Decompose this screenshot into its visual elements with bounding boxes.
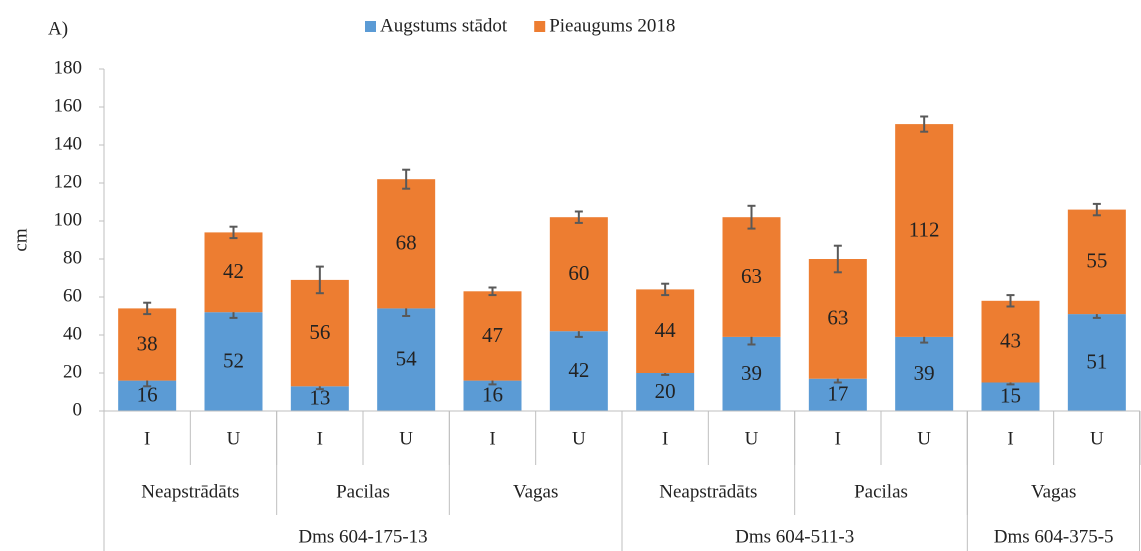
x-tick-label: I	[317, 428, 323, 449]
category-label: Pacilas	[336, 481, 390, 502]
value-label: 17	[827, 382, 848, 406]
value-label: 51	[1086, 349, 1107, 373]
bar-segment	[290, 386, 349, 411]
bar-segment	[549, 331, 608, 411]
value-label: 52	[223, 348, 244, 372]
bar-segment	[981, 300, 1040, 383]
bar-segment	[722, 336, 781, 411]
bar-segment	[204, 312, 263, 411]
x-tick-label: U	[745, 428, 759, 449]
value-label: 43	[1000, 328, 1021, 352]
value-label: 38	[137, 331, 158, 355]
bar-segment	[204, 232, 263, 313]
x-tick-label: I	[144, 428, 150, 449]
bar-segment	[463, 291, 522, 381]
x-tick-label: I	[662, 428, 668, 449]
y-tick-label: 0	[73, 399, 83, 420]
bar-segment	[463, 380, 522, 411]
y-tick-label: 180	[54, 57, 83, 78]
y-tick-label: 80	[63, 247, 82, 268]
x-tick-label: I	[1007, 428, 1013, 449]
y-tick-label: 140	[54, 133, 83, 154]
x-tick-label: U	[399, 428, 413, 449]
category-label: Neapstrādāts	[141, 481, 239, 502]
bar-segment	[722, 217, 781, 337]
value-label: 112	[909, 217, 940, 241]
bar-segment	[895, 336, 954, 411]
value-label: 15	[1000, 384, 1021, 408]
legend-swatch	[534, 21, 546, 32]
legend-label: Augstums stādot	[380, 15, 508, 36]
value-label: 44	[655, 318, 677, 342]
panel-label: A)	[48, 18, 68, 39]
category-label: Pacilas	[854, 481, 908, 502]
bar-segment	[118, 308, 177, 381]
category-label: Dms 604-375-5	[994, 526, 1114, 547]
bar-segment	[808, 378, 867, 411]
category-label: Vagas	[513, 481, 558, 502]
legend-swatch	[365, 21, 376, 32]
category-label: Vagas	[1031, 481, 1076, 502]
value-label: 47	[482, 323, 503, 347]
value-label: 63	[827, 306, 848, 330]
y-tick-label: 100	[54, 209, 83, 230]
y-tick-label: 160	[54, 95, 83, 116]
value-label: 20	[655, 379, 676, 403]
legend-label: Pieaugums 2018	[549, 15, 675, 36]
value-label: 56	[309, 320, 330, 344]
bar-segment	[1067, 209, 1126, 315]
y-tick-label: 60	[63, 285, 82, 306]
value-label: 54	[396, 347, 418, 371]
value-label: 39	[914, 361, 935, 385]
y-axis-label: cm	[10, 228, 31, 251]
value-label: 55	[1086, 249, 1107, 273]
bar-segment	[377, 308, 436, 411]
value-label: 60	[568, 261, 589, 285]
bar-segment	[549, 217, 608, 332]
category-label: Neapstrādāts	[659, 481, 757, 502]
y-tick-label: 20	[63, 361, 82, 382]
y-tick-label: 120	[54, 171, 83, 192]
value-label: 42	[223, 259, 244, 283]
x-tick-label: U	[1090, 428, 1104, 449]
value-label: 16	[482, 383, 503, 407]
value-label: 13	[309, 385, 330, 409]
x-tick-label: I	[835, 428, 841, 449]
bar-segment	[636, 289, 695, 373]
value-label: 68	[396, 231, 417, 255]
y-tick-label: 40	[63, 323, 82, 344]
value-label: 39	[741, 361, 762, 385]
bar-segment	[377, 179, 436, 309]
bar-segment	[1067, 314, 1126, 411]
bar-segment	[290, 279, 349, 387]
category-label: Dms 604-175-13	[298, 526, 427, 547]
bar-segment	[981, 382, 1040, 411]
bar-segment	[808, 259, 867, 379]
x-tick-label: I	[489, 428, 495, 449]
bar-segment	[636, 373, 695, 411]
x-tick-label: U	[917, 428, 931, 449]
value-label: 42	[568, 358, 589, 382]
x-tick-label: U	[227, 428, 241, 449]
category-label: Dms 604-511-3	[735, 526, 854, 547]
value-label: 63	[741, 264, 762, 288]
x-tick-label: U	[572, 428, 586, 449]
bar-segment	[895, 124, 954, 337]
value-label: 16	[137, 383, 158, 407]
